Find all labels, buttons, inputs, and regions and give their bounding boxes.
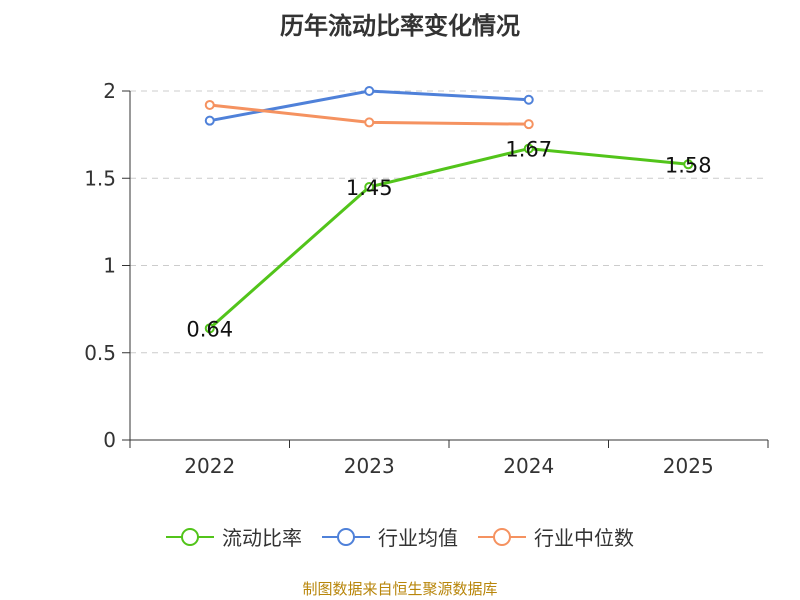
- data-point[interactable]: [364, 86, 375, 96]
- y-tick-label: 0: [103, 428, 116, 452]
- data-label: 1.45: [346, 176, 393, 200]
- data-label: 1.58: [665, 153, 712, 177]
- axes: 0 0.5 1 1.5 2 2022 2023 2024 2025: [84, 79, 769, 478]
- data-point[interactable]: [523, 143, 534, 154]
- data-label: 0.64: [186, 317, 233, 341]
- data-point[interactable]: [523, 119, 534, 130]
- data-point[interactable]: [204, 99, 215, 110]
- source-note: 制图数据来自恒生聚源数据库: [302, 580, 498, 598]
- data-point[interactable]: [204, 115, 215, 126]
- data-labels: 0.64 1.45 1.67 1.58: [186, 138, 711, 342]
- legend-item[interactable]: 行业均值: [322, 522, 458, 551]
- x-tick-label: 2025: [663, 454, 714, 478]
- y-tick-label: 0.5: [84, 341, 116, 365]
- legend-marker-icon: [322, 527, 370, 546]
- legend-item[interactable]: 行业中位数: [478, 522, 634, 551]
- data-point[interactable]: [683, 159, 694, 170]
- y-tick-label: 2: [103, 79, 116, 103]
- data-point[interactable]: [204, 323, 215, 334]
- legend-marker-icon: [478, 527, 526, 546]
- chart-title: 历年流动比率变化情况: [280, 12, 520, 40]
- data-point[interactable]: [523, 94, 534, 105]
- legend-circle: [337, 527, 355, 546]
- x-tick-label: 2023: [344, 454, 395, 478]
- series-lines: [204, 86, 694, 334]
- legend-item[interactable]: 流动比率: [166, 522, 302, 551]
- x-tick-label: 2022: [184, 454, 235, 478]
- data-label: 1.67: [505, 138, 552, 162]
- legend-circle: [493, 527, 511, 546]
- series-line: [208, 147, 689, 330]
- grid-lines: [130, 90, 768, 354]
- x-tick-label: 2024: [503, 454, 554, 478]
- legend-circle: [181, 527, 199, 546]
- legend: 流动比率 行业均值 行业中位数: [0, 522, 800, 551]
- legend-label: 行业均值: [378, 526, 458, 550]
- legend-marker-icon: [166, 527, 214, 546]
- y-tick-label: 1.5: [84, 166, 116, 190]
- legend-label: 行业中位数: [534, 526, 634, 550]
- y-tick-label: 1: [103, 254, 116, 278]
- legend-label: 流动比率: [222, 526, 302, 550]
- data-point[interactable]: [364, 181, 375, 192]
- data-point[interactable]: [364, 117, 375, 128]
